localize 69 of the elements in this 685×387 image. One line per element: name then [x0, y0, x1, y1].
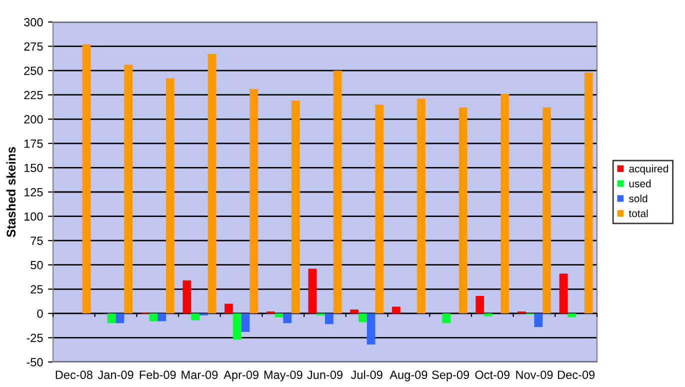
- x-tick-label: Nov-09: [516, 370, 553, 380]
- bar: [500, 94, 510, 314]
- x-tick-label: Oct-09: [475, 370, 510, 380]
- x-tick-label: Mar-09: [182, 370, 218, 380]
- x-tick-label: Jun-09: [307, 370, 342, 380]
- legend-label: used: [629, 180, 651, 188]
- legend-label: acquired: [629, 164, 668, 174]
- bar: [542, 107, 551, 314]
- y-tick-label: 225: [24, 90, 43, 100]
- y-tick-label: 275: [24, 42, 43, 51]
- y-tick-label: 175: [24, 140, 43, 148]
- bar: [124, 64, 133, 314]
- bar: [559, 274, 568, 314]
- x-tick-label: Apr-09: [224, 370, 258, 382]
- x-tick-label: Feb-09: [140, 370, 176, 380]
- bar: [417, 98, 426, 314]
- x-tick-label: Aug-09: [390, 370, 428, 382]
- bar: [568, 313, 576, 318]
- bar: [232, 313, 242, 340]
- bar: [484, 313, 492, 316]
- y-tick-label: 200: [24, 115, 43, 124]
- y-tick-label: 125: [24, 188, 43, 196]
- y-tick-label: 250: [24, 66, 43, 75]
- bar: [250, 89, 258, 314]
- x-tick-label: Jan-09: [98, 370, 134, 380]
- y-tick-label: 75: [30, 236, 43, 245]
- bar: [274, 313, 284, 318]
- y-tick-label: 150: [24, 164, 43, 172]
- y-tick-label: 100: [24, 212, 43, 221]
- bar: [476, 296, 484, 314]
- bar: [107, 313, 116, 324]
- bar: [82, 44, 91, 314]
- bar: [458, 107, 468, 314]
- bar: [158, 313, 166, 322]
- x-tick-label: Dec-08: [56, 370, 92, 380]
- y-tick-label: -25: [26, 334, 43, 342]
- bar: [358, 313, 367, 322]
- bar: [333, 70, 342, 314]
- y-tick-label: 25: [30, 285, 43, 294]
- y-tick-label: -50: [26, 358, 43, 366]
- bar: [366, 313, 376, 345]
- y-tick-label: 300: [24, 18, 43, 26]
- bar: [149, 313, 158, 322]
- bar: [308, 268, 317, 314]
- bar: [182, 280, 192, 314]
- bar: [116, 313, 124, 324]
- bar: [224, 304, 233, 314]
- bar: [584, 72, 593, 314]
- bar: [208, 54, 216, 314]
- bar: [392, 306, 400, 314]
- bar: [325, 313, 334, 324]
- bar: [442, 313, 451, 324]
- bar: [241, 313, 250, 332]
- x-tick-label: Sep-09: [432, 370, 470, 382]
- bar: [191, 313, 200, 320]
- legend-label: sold: [629, 194, 648, 202]
- bar: [292, 100, 300, 314]
- bar: [283, 313, 292, 324]
- x-tick-label: Dec-09: [558, 370, 595, 380]
- bar: [375, 104, 384, 314]
- legend-label: total: [628, 210, 648, 218]
- y-tick-label: 0: [37, 309, 43, 318]
- bar: [350, 310, 358, 314]
- bar: [534, 313, 543, 328]
- x-tick-label: Jul-09: [350, 370, 382, 380]
- x-tick-label: May-09: [264, 370, 302, 382]
- bar: [166, 78, 174, 314]
- y-axis-title: Stashed skeins: [6, 147, 16, 238]
- y-tick-label: 50: [30, 260, 43, 270]
